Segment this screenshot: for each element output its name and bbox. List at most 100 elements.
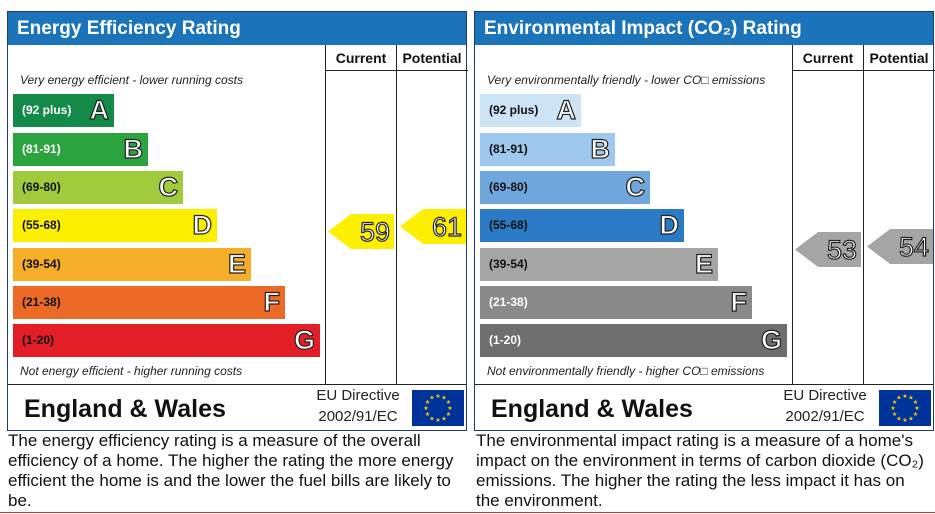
svg-text:★: ★ [896, 415, 901, 422]
band-letter: F [263, 286, 281, 317]
svg-text:★: ★ [429, 415, 434, 422]
panel-title: Energy Efficiency Rating [8, 12, 466, 45]
band-letter: A [89, 94, 110, 125]
band-range: (1-20) [489, 333, 522, 347]
band-range: (81-91) [22, 142, 61, 156]
band-a: (92 plus) A [480, 94, 581, 127]
band-c: (69-80) C [480, 171, 650, 204]
svg-text:★: ★ [902, 417, 907, 424]
band-letter: E [227, 248, 246, 279]
band-letter: B [123, 133, 144, 164]
band-range: (55-68) [22, 218, 61, 232]
svg-text:★: ★ [429, 395, 434, 402]
band-letter: C [625, 171, 646, 202]
band-e: (39-54) E [13, 248, 251, 281]
header-rule [792, 70, 935, 71]
svg-text:★: ★ [435, 393, 440, 400]
svg-text:★: ★ [425, 411, 430, 418]
band-range: (69-80) [22, 180, 61, 194]
eu-directive-line2: 2002/91/EC [318, 408, 398, 425]
current-rating-arrow: 59 [328, 214, 394, 249]
potential-rating-value: 61 [431, 211, 462, 242]
eu-directive-line2: 2002/91/EC [785, 408, 865, 425]
svg-text:★: ★ [892, 399, 897, 406]
svg-text:★: ★ [908, 395, 913, 402]
column-divider [863, 45, 864, 385]
potential-rating-value: 54 [898, 231, 929, 262]
header-rule [325, 70, 468, 71]
band-range: (39-54) [489, 257, 528, 271]
potential-rating-arrow: 54 [867, 229, 933, 264]
svg-text:★: ★ [896, 395, 901, 402]
svg-text:★: ★ [446, 399, 451, 406]
band-range: (21-38) [489, 295, 528, 309]
band-range: (92 plus) [22, 103, 72, 117]
band-letter: A [556, 94, 577, 125]
band-e: (39-54) E [480, 248, 718, 281]
band-d: (55-68) D [480, 209, 684, 242]
bottom-caption: Not environmentally friendly - higher CO… [487, 364, 765, 378]
svg-text:★: ★ [441, 395, 446, 402]
top-caption: Very environmentally friendly - lower CO… [487, 73, 766, 87]
svg-text:★: ★ [913, 399, 918, 406]
eu-flag-icon: ★ ★★ ★★★ ★★★ ★★★ [412, 390, 464, 426]
band-range: (92 plus) [489, 103, 539, 117]
svg-text:★: ★ [435, 417, 440, 424]
band-letter: G [760, 324, 782, 355]
column-header-potential: Potential [402, 50, 462, 66]
current-rating-arrow: 53 [795, 232, 861, 267]
column-header-current: Current [335, 50, 387, 66]
column-divider [792, 45, 793, 385]
band-a: (92 plus) A [13, 94, 114, 127]
svg-text:★: ★ [423, 405, 428, 412]
band-range: (81-91) [489, 142, 528, 156]
country-label: England & Wales [491, 395, 693, 423]
band-letter: G [293, 324, 315, 355]
svg-text:★: ★ [902, 393, 907, 400]
band-letter: F [730, 286, 748, 317]
environmental-rating-description: The environmental impact rating is a mea… [476, 431, 924, 510]
environmental-impact-panel: Environmental Impact (CO₂) Rating Curren… [474, 11, 935, 431]
svg-text:★: ★ [908, 415, 913, 422]
band-f: (21-38) F [13, 286, 285, 319]
band-range: (1-20) [22, 333, 55, 347]
band-f: (21-38) F [480, 286, 752, 319]
bottom-caption: Not energy efficient - higher running co… [20, 364, 243, 378]
band-letter: C [158, 171, 179, 202]
svg-text:★: ★ [914, 405, 919, 412]
svg-text:★: ★ [425, 399, 430, 406]
band-g: (1-20) G [480, 324, 787, 357]
column-header-current: Current [802, 50, 854, 66]
svg-text:★: ★ [913, 411, 918, 418]
footer-rule [8, 384, 466, 385]
band-g: (1-20) G [13, 324, 320, 357]
column-divider [396, 45, 397, 385]
band-c: (69-80) C [13, 171, 183, 204]
svg-text:★: ★ [446, 411, 451, 418]
svg-text:★: ★ [447, 405, 452, 412]
potential-rating-arrow: 61 [400, 209, 466, 244]
column-divider [325, 45, 326, 385]
band-range: (55-68) [489, 218, 528, 232]
current-rating-value: 59 [359, 216, 390, 247]
band-range: (21-38) [22, 295, 61, 309]
eu-flag-icon: ★ ★★ ★★★ ★★★ ★★★ [879, 390, 931, 426]
panel-title: Environmental Impact (CO₂) Rating [475, 12, 933, 45]
band-d: (55-68) D [13, 209, 217, 242]
svg-text:★: ★ [890, 405, 895, 412]
energy-efficiency-panel: Energy Efficiency Rating Current Potenti… [7, 11, 468, 431]
band-letter: D [192, 209, 213, 240]
band-b: (81-91) B [480, 133, 615, 166]
band-range: (69-80) [489, 180, 528, 194]
band-letter: B [590, 133, 611, 164]
band-range: (39-54) [22, 257, 61, 271]
eu-directive-line1: EU Directive [316, 387, 400, 404]
column-header-potential: Potential [869, 50, 929, 66]
footer-rule [475, 384, 933, 385]
energy-rating-description: The energy efficiency rating is a measur… [8, 431, 454, 510]
svg-text:★: ★ [892, 411, 897, 418]
eu-directive-line1: EU Directive [783, 387, 867, 404]
svg-text:★: ★ [441, 415, 446, 422]
top-caption: Very energy efficient - lower running co… [20, 73, 243, 87]
bottom-divider [0, 512, 935, 513]
